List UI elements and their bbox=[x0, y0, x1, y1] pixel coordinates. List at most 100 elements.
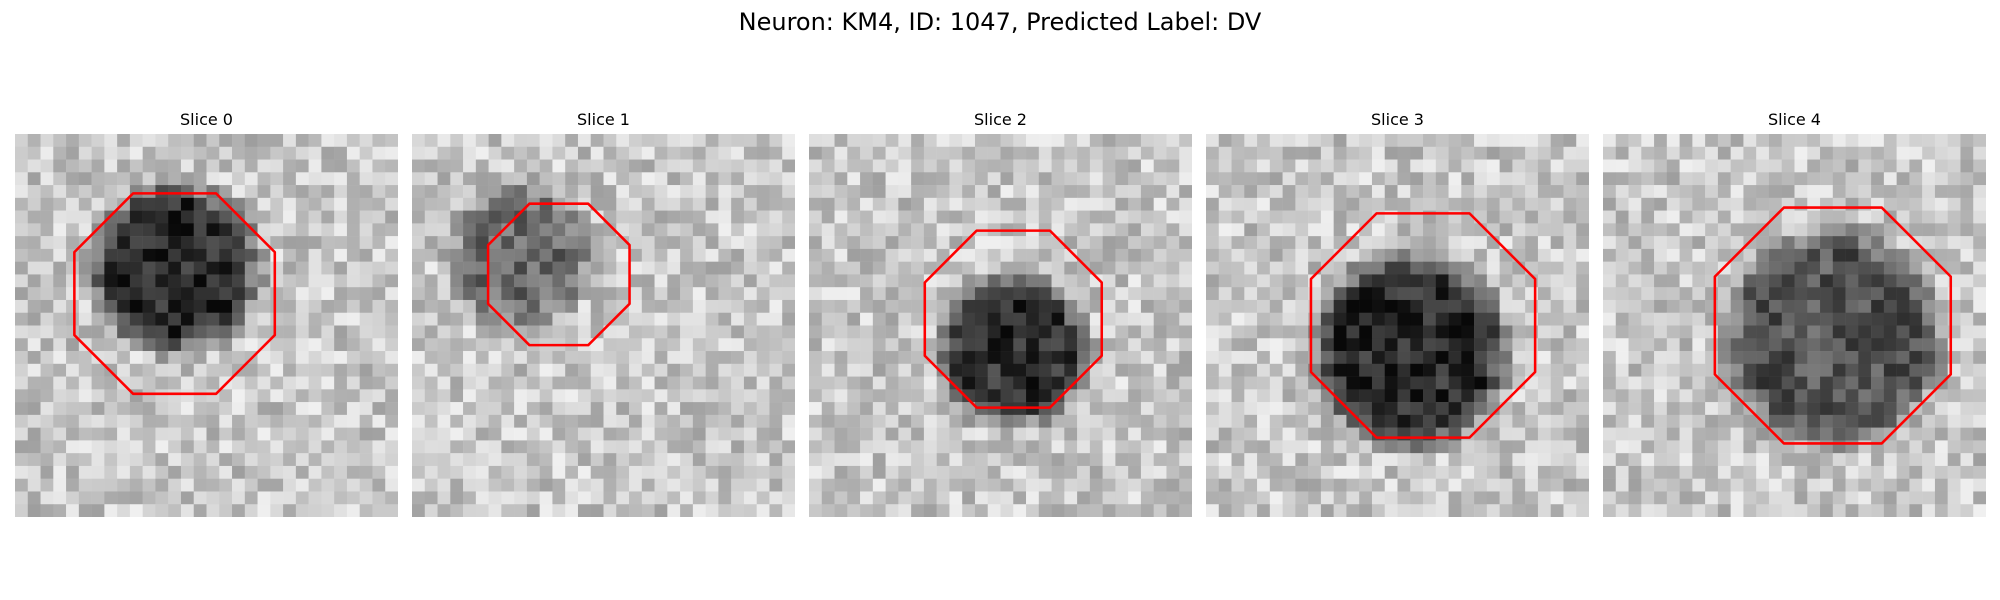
image-pixel bbox=[1679, 159, 1693, 173]
image-pixel bbox=[1537, 363, 1551, 377]
image-pixel bbox=[718, 299, 732, 313]
image-pixel bbox=[641, 223, 655, 237]
image-pixel bbox=[1333, 287, 1347, 301]
image-pixel bbox=[283, 210, 297, 224]
image-pixel bbox=[756, 402, 770, 416]
image-pixel bbox=[718, 236, 732, 250]
slice-image bbox=[412, 134, 795, 517]
image-pixel bbox=[1461, 376, 1475, 390]
image-pixel bbox=[463, 465, 477, 479]
image-pixel bbox=[104, 427, 118, 441]
image-pixel bbox=[616, 453, 630, 467]
image-pixel bbox=[1000, 427, 1014, 441]
image-pixel bbox=[219, 223, 233, 237]
image-pixel bbox=[1000, 185, 1014, 199]
image-pixel bbox=[129, 402, 143, 416]
image-pixel bbox=[244, 338, 258, 352]
image-pixel bbox=[1320, 172, 1334, 186]
image-pixel bbox=[809, 134, 823, 148]
image-pixel bbox=[1922, 210, 1936, 224]
image-pixel bbox=[1947, 491, 1961, 505]
image-pixel bbox=[936, 261, 950, 275]
image-pixel bbox=[257, 402, 271, 416]
image-pixel bbox=[1206, 338, 1220, 352]
image-pixel bbox=[1051, 427, 1065, 441]
image-pixel bbox=[782, 376, 795, 390]
image-pixel bbox=[1679, 376, 1693, 390]
image-pixel bbox=[1064, 159, 1078, 173]
image-pixel bbox=[731, 478, 745, 492]
image-pixel bbox=[1179, 197, 1192, 211]
image-pixel bbox=[1295, 363, 1309, 377]
image-pixel bbox=[911, 312, 925, 326]
image-pixel bbox=[219, 363, 233, 377]
image-pixel bbox=[1308, 159, 1322, 173]
image-pixel bbox=[1102, 440, 1116, 454]
image-pixel bbox=[1654, 478, 1668, 492]
image-pixel bbox=[346, 453, 360, 467]
image-pixel bbox=[308, 185, 322, 199]
image-pixel bbox=[1820, 376, 1834, 390]
image-pixel bbox=[885, 427, 899, 441]
image-pixel bbox=[1244, 159, 1258, 173]
image-pixel bbox=[1641, 478, 1655, 492]
image-pixel bbox=[1448, 185, 1462, 199]
image-pixel bbox=[463, 402, 477, 416]
image-pixel bbox=[1320, 504, 1334, 517]
image-pixel bbox=[1140, 236, 1154, 250]
image-pixel bbox=[1654, 172, 1668, 186]
image-pixel bbox=[1064, 299, 1078, 313]
image-pixel bbox=[104, 478, 118, 492]
image-pixel bbox=[1781, 325, 1795, 339]
image-pixel bbox=[680, 427, 694, 441]
image-pixel bbox=[346, 134, 360, 148]
image-pixel bbox=[565, 465, 579, 479]
image-pixel bbox=[911, 440, 925, 454]
image-pixel bbox=[155, 440, 169, 454]
image-pixel bbox=[1781, 223, 1795, 237]
image-pixel bbox=[1013, 478, 1027, 492]
image-pixel bbox=[1960, 402, 1974, 416]
slice-title: Slice 0 bbox=[180, 110, 233, 129]
image-pixel bbox=[949, 197, 963, 211]
image-pixel bbox=[1461, 351, 1475, 365]
image-pixel bbox=[641, 134, 655, 148]
image-pixel bbox=[1756, 338, 1770, 352]
image-pixel bbox=[193, 223, 207, 237]
image-pixel bbox=[1282, 287, 1296, 301]
image-pixel bbox=[1257, 172, 1271, 186]
image-pixel bbox=[936, 248, 950, 262]
image-pixel bbox=[1883, 172, 1897, 186]
image-pixel bbox=[1486, 465, 1500, 479]
image-pixel bbox=[1115, 197, 1129, 211]
image-pixel bbox=[463, 478, 477, 492]
image-pixel bbox=[501, 427, 515, 441]
image-pixel bbox=[1896, 465, 1910, 479]
image-pixel bbox=[514, 504, 528, 517]
image-pixel bbox=[1153, 478, 1167, 492]
image-pixel bbox=[1038, 146, 1052, 160]
image-pixel bbox=[244, 414, 258, 428]
image-pixel bbox=[1474, 325, 1488, 339]
image-pixel bbox=[1359, 299, 1373, 313]
image-pixel bbox=[244, 274, 258, 288]
image-pixel bbox=[91, 287, 105, 301]
image-pixel bbox=[1384, 185, 1398, 199]
image-pixel bbox=[1333, 146, 1347, 160]
image-pixel bbox=[295, 172, 309, 186]
image-pixel bbox=[1153, 236, 1167, 250]
image-pixel bbox=[514, 363, 528, 377]
image-pixel bbox=[1768, 274, 1782, 288]
image-pixel bbox=[1820, 134, 1834, 148]
image-pixel bbox=[1153, 274, 1167, 288]
image-pixel bbox=[705, 172, 719, 186]
image-pixel bbox=[1603, 197, 1617, 211]
image-pixel bbox=[1064, 261, 1078, 275]
image-pixel bbox=[974, 389, 988, 403]
image-pixel bbox=[1269, 223, 1283, 237]
image-pixel bbox=[1934, 236, 1948, 250]
image-pixel bbox=[782, 453, 795, 467]
image-pixel bbox=[129, 414, 143, 428]
image-pixel bbox=[654, 491, 668, 505]
image-pixel bbox=[1257, 312, 1271, 326]
